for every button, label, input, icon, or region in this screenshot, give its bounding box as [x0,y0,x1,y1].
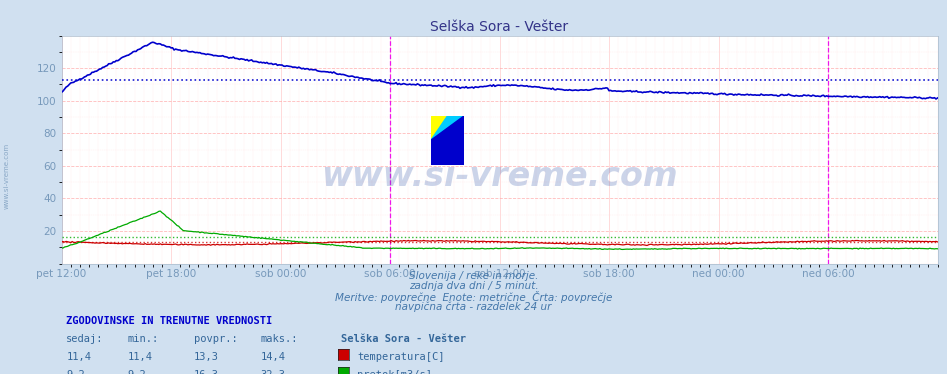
Polygon shape [431,116,464,165]
Text: temperatura[C]: temperatura[C] [357,352,444,362]
Text: povpr.:: povpr.: [194,334,238,344]
Text: 14,4: 14,4 [260,352,285,362]
Text: 13,3: 13,3 [194,352,219,362]
Text: maks.:: maks.: [260,334,298,344]
Text: Meritve: povprečne  Enote: metrične  Črta: povprečje: Meritve: povprečne Enote: metrične Črta:… [335,291,612,303]
Text: 11,4: 11,4 [128,352,152,362]
Text: sedaj:: sedaj: [66,334,104,344]
Text: 11,4: 11,4 [66,352,91,362]
Text: 32,3: 32,3 [260,370,285,374]
Text: min.:: min.: [128,334,159,344]
Text: navpična črta - razdelek 24 ur: navpična črta - razdelek 24 ur [395,301,552,312]
Text: 9,2: 9,2 [128,370,147,374]
Text: 9,2: 9,2 [66,370,85,374]
Text: 16,3: 16,3 [194,370,219,374]
Text: zadnja dva dni / 5 minut.: zadnja dva dni / 5 minut. [409,281,538,291]
Text: ZGODOVINSKE IN TRENUTNE VREDNOSTI: ZGODOVINSKE IN TRENUTNE VREDNOSTI [66,316,273,326]
Text: Slovenija / reke in morje.: Slovenija / reke in morje. [409,271,538,281]
Text: www.si-vreme.com: www.si-vreme.com [321,160,678,193]
Polygon shape [431,116,448,140]
Text: Selška Sora - Vešter: Selška Sora - Vešter [341,334,466,344]
Polygon shape [431,116,464,165]
Text: www.si-vreme.com: www.si-vreme.com [4,143,9,209]
Text: pretok[m3/s]: pretok[m3/s] [357,370,432,374]
Title: Selška Sora - Vešter: Selška Sora - Vešter [431,20,568,34]
